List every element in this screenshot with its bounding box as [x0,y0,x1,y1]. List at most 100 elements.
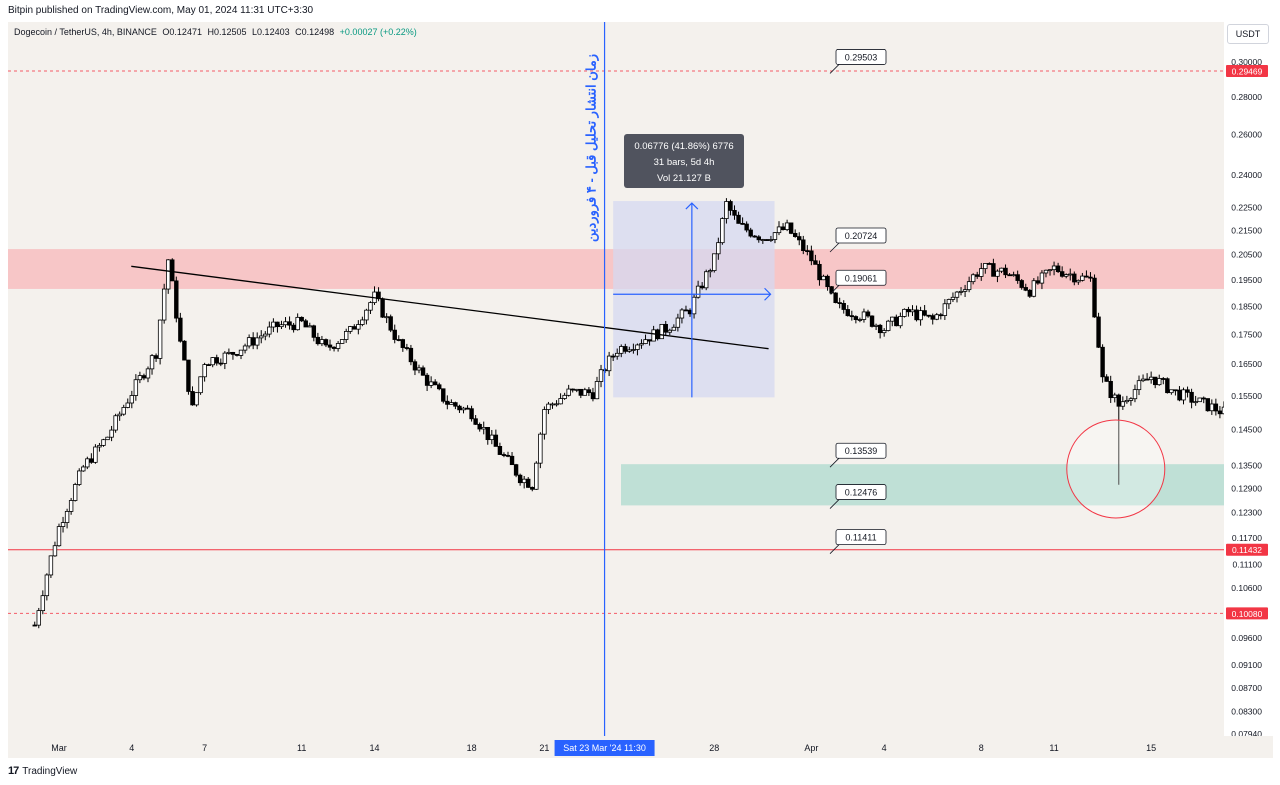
level-callout-box [835,442,887,459]
candle-body [914,309,919,321]
candle-body [906,308,911,313]
price-tick-label: 0.30000 [1231,57,1262,67]
time-axis[interactable]: Mar 4 7 11 14 18 21 28 Apr 4 8 11 15 Sat 23 Mar '24 1… [8,736,1273,758]
price-tick-label: 0.26000 [1231,129,1262,139]
candle-body [81,466,86,472]
candle-body [85,458,90,468]
time-tick-label: 7 [202,743,207,753]
candle-body [1080,275,1085,281]
candle-body [388,316,393,331]
candle-body [428,381,434,386]
candle-body [489,434,495,441]
level-callout-0.13539[interactable]: 0.13539 [829,442,887,468]
level-labels: 0.29503 0.20724 0.19061 0.13539 0.12476 0.114… [829,49,887,554]
symbol-name: Dogecoin / TetherUS, 4h, BINANCE [14,27,157,37]
level-callout-0.12476[interactable]: 0.12476 [829,484,887,509]
candle-body [356,324,361,330]
price-tick-label: 0.21500 [1231,225,1262,235]
candle-body [643,339,648,344]
price-tick-label: 0.08300 [1231,707,1262,717]
highlight-circle[interactable] [1066,419,1166,519]
measure-tool[interactable]: 0.06776 (41.86%) 6776 31 bars, 5d 4h Vol 2… [613,134,772,398]
candle-body [586,389,592,394]
candle-body [348,326,353,332]
candle-body [526,478,531,488]
candle-body [975,274,980,277]
candle-body [918,310,923,321]
price-tag-bg [1226,607,1268,620]
candle-body [995,270,1000,277]
candle-body [1213,403,1219,412]
candle-body [708,270,713,273]
candle-body [287,321,292,326]
price-axis[interactable]: 0.30000 0.28000 0.26000 0.24000 0.22500 0.215… [1224,22,1273,739]
candle-body [198,376,203,394]
candle-body [250,337,256,346]
candle-body [631,349,636,351]
candle-body [449,402,454,405]
candle-body [517,474,523,484]
candle-body [1092,277,1097,318]
candle-body [1217,410,1223,415]
symbol-legend[interactable]: Dogecoin / TetherUS, 4h, BINANCE O0.1247… [14,27,420,37]
candle-body [1197,397,1202,403]
footer-brand: TradingView [22,765,78,777]
price-tick-label: 0.11100 [1233,560,1263,570]
candle-body [230,351,236,355]
candle-body [671,326,677,331]
candle-body [1128,398,1134,401]
level-callout-0.20724[interactable]: 0.20724 [829,227,887,253]
candle-body [1124,400,1130,403]
price-tag-label: 0.29469 [1232,67,1263,77]
currency-button[interactable]: USDT [1227,24,1269,44]
level-callout-0.19061[interactable]: 0.19061 [829,269,887,295]
candle-body [149,355,155,370]
candle-body [303,320,308,328]
candle-body [651,329,656,342]
candle-body [137,375,143,381]
candle-body [776,226,782,234]
candle-body [598,369,604,382]
candle-body [772,232,778,240]
candle-body [521,478,527,484]
candle-body [938,314,944,317]
candle-body [902,308,907,317]
candle-body [461,407,466,411]
candle-body [1148,376,1154,381]
candle-body [1051,265,1057,271]
candle-body [392,329,397,340]
candle-body [728,201,733,211]
candle-body [910,309,915,313]
candle-body [186,359,191,392]
candle-body [615,352,620,357]
level-callout-0.29503[interactable]: 0.29503 [829,49,887,74]
candle-body [732,210,737,216]
candle-body [748,229,753,237]
candle-body [1120,401,1126,407]
candle-body [161,288,167,321]
candle-body [845,309,850,317]
candle-body [246,337,252,347]
level-callout-box [835,227,887,244]
trendline[interactable] [131,265,769,350]
candle-body [1015,274,1020,281]
candle-body [133,379,139,396]
level-callout-box [835,49,887,65]
candle-body [724,201,729,219]
candle-body [194,392,199,406]
level-callout-0.11411[interactable]: 0.11411 [829,529,887,554]
support-zone[interactable] [621,464,1224,506]
level-callout-value: 0.19061 [845,273,878,283]
candle-body [481,426,486,430]
candle-body [1157,378,1162,386]
candle-body [610,355,616,358]
candle-body [894,316,899,327]
candle-body [1007,274,1012,277]
price-tag-bg [1226,543,1268,556]
candle-body [408,347,414,363]
candle-body [869,315,875,327]
candle-body [1177,389,1182,401]
candle-body [574,388,579,391]
candle-body [113,415,118,431]
